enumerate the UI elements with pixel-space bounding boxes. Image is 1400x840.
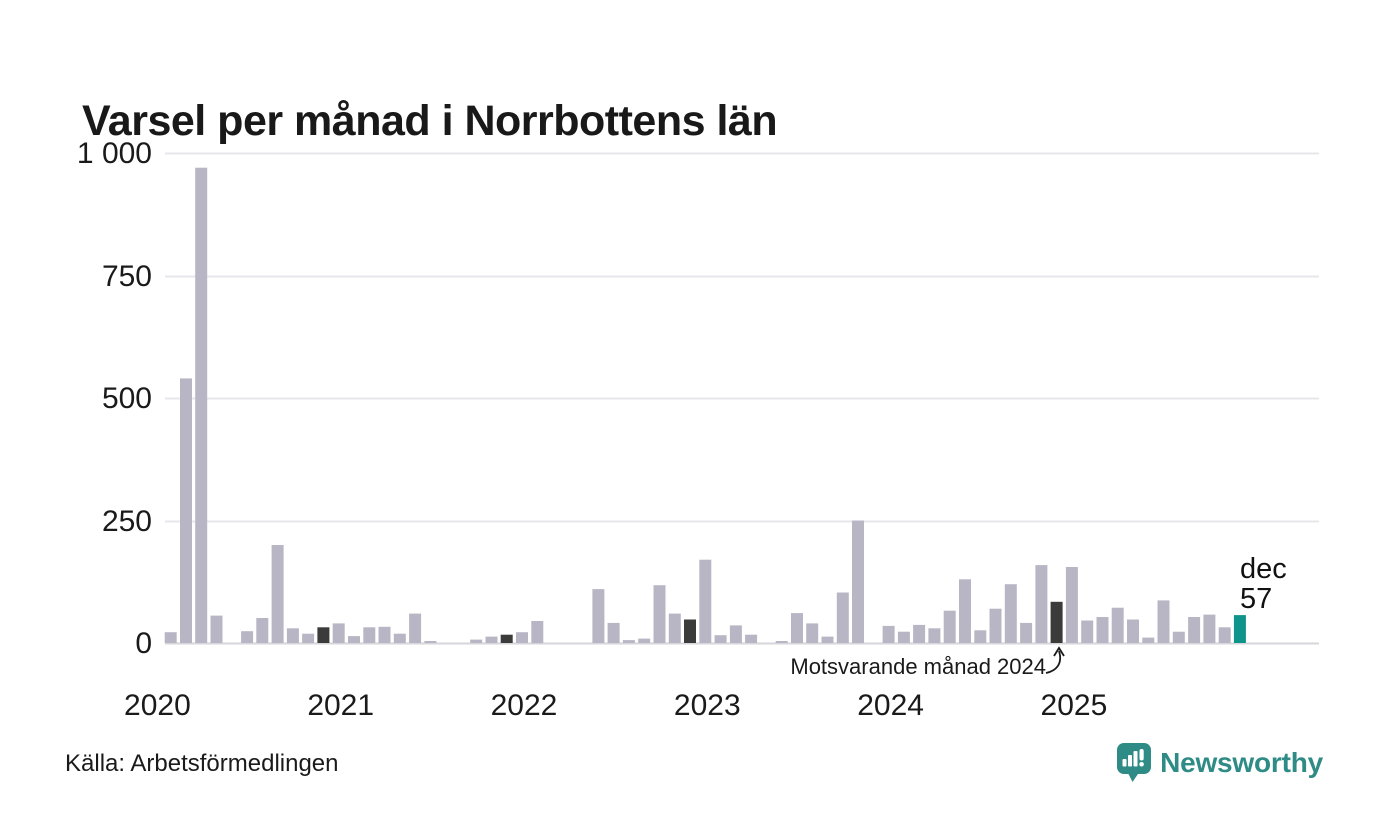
bar-2022-8 [622,640,635,643]
x-tick-2022: 2022 [491,689,558,722]
bar-2023-1 [699,559,712,643]
bar-2023-9 [821,636,834,643]
page-title: Varsel per månad i Norrbottens län [82,96,778,145]
bar-2025-4 [1111,607,1124,643]
x-tick-2023: 2023 [674,689,741,722]
y-tick-750: 750 [102,260,152,293]
x-tick-2024: 2024 [857,689,924,722]
bar-2021-12 [500,634,513,643]
bar-2025-7 [1157,600,1170,643]
bar-2023-2 [714,635,727,643]
bar-2024-3 [913,624,926,643]
bar-2021-6 [409,613,422,643]
bar-2025-3 [1096,617,1109,643]
bar-2024-9 [1004,584,1017,643]
bar-2023-11 [852,520,864,643]
bar-2025-9 [1188,617,1201,643]
bar-2023-7 [791,613,803,643]
bar-2020-9 [271,545,284,643]
source-note: Källa: Arbetsförmedlingen [65,750,339,777]
bar-2021-2 [348,636,360,643]
bar-2022-2 [531,621,544,644]
bar-2024-4 [928,628,941,643]
x-tick-2020: 2020 [124,689,191,722]
bar-2024-2 [897,631,910,643]
bar-2020-2 [164,632,177,643]
bar-2025-6 [1142,637,1155,643]
bar-2025-10 [1203,614,1216,643]
bar-2020-12 [317,627,330,643]
bar-2025-11 [1218,627,1231,643]
bar-2024-7 [974,630,987,643]
bar-2021-4 [378,626,391,643]
bar-2020-8 [256,618,269,643]
comparison-annotation: Motsvarande månad 2024 [790,654,1046,679]
bar-2025-2 [1081,620,1094,643]
bar-2024-12 [1050,601,1063,643]
bar-2023-4 [745,634,758,643]
newsworthy-logo: Newsworthy [1117,743,1323,783]
bar-2023-3 [729,625,742,643]
newsworthy-logo-icon [1117,743,1152,782]
current-month-label: dec 57 [1240,554,1287,614]
y-tick-250: 250 [102,505,152,538]
bar-2021-11 [485,636,498,643]
bar-2021-1 [332,623,345,643]
bar-2022-1 [516,632,528,643]
bar-2020-5 [210,615,223,643]
bar-2022-12 [684,619,696,643]
bar-2021-7 [424,641,437,643]
y-tick-1000: 1 000 [77,137,152,170]
bar-2025-1 [1065,567,1078,643]
bar-2024-11 [1035,565,1048,643]
bar-2022-6 [592,589,605,643]
bar-2025-12 [1233,615,1246,643]
bar-2024-1 [882,625,895,643]
bar-2020-7 [241,631,254,643]
bar-2022-10 [653,585,666,643]
bar-2023-10 [836,592,849,643]
bar-2020-10 [286,628,299,643]
bar-2024-5 [943,610,956,643]
bar-2020-4 [195,167,208,643]
bar-2023-6 [775,641,788,643]
bar-2025-5 [1127,619,1139,643]
bar-2022-9 [638,638,651,643]
bar-2020-11 [302,633,315,643]
annotation-arrow [1045,650,1061,674]
x-tick-2025: 2025 [1041,689,1108,722]
bar-2020-3 [180,378,192,643]
bar-2024-8 [989,608,1002,643]
y-tick-500: 500 [102,382,152,415]
annotation-arrowhead [1053,646,1065,657]
bar-2021-3 [363,627,376,643]
bar-2024-10 [1020,622,1033,643]
current-month-value: 57 [1240,583,1273,615]
current-month-name: dec [1240,553,1287,585]
x-tick-2021: 2021 [307,689,374,722]
bar-2022-7 [607,622,620,643]
bar-2022-11 [668,613,681,643]
bar-2023-8 [806,623,819,643]
newsworthy-wordmark: Newsworthy [1160,747,1323,778]
bar-2025-8 [1172,631,1185,643]
bar-2021-5 [393,633,406,643]
bar-2021-10 [470,639,483,643]
y-tick-0: 0 [135,627,152,660]
bar-2024-6 [959,579,971,643]
